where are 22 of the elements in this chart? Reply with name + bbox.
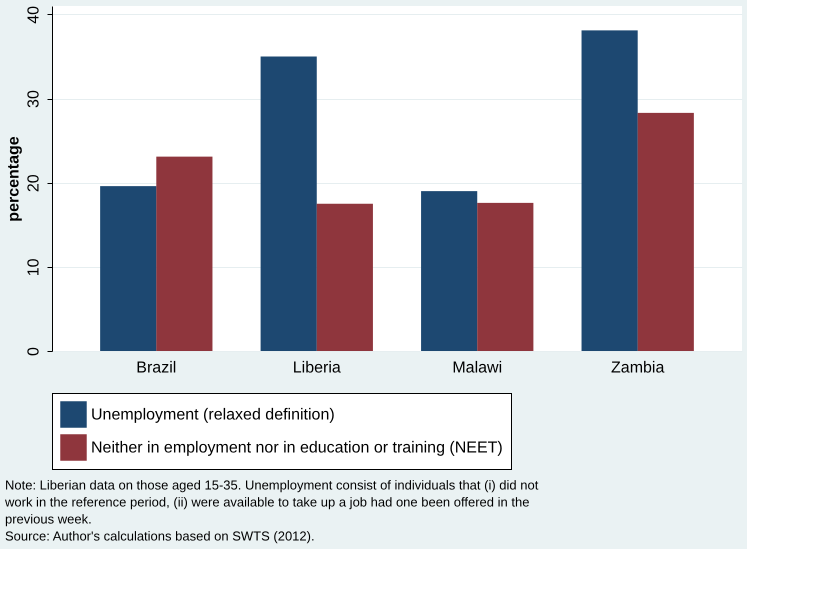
bar (100, 186, 156, 351)
legend-label: Neither in employment nor in education or training (NEET) (91, 440, 503, 456)
x-tick-label: Brazil (136, 360, 176, 376)
x-tick-label: Malawi (452, 360, 502, 376)
bar (156, 156, 212, 351)
x-tick-label: Zambia (611, 360, 664, 376)
source-note: Source: Author's calculations based on SWTS (2012). (5, 528, 315, 544)
bar (582, 30, 638, 351)
bar (260, 56, 317, 351)
y-tick-label: 20 (26, 174, 42, 192)
bar (316, 204, 373, 351)
bar (477, 202, 534, 351)
y-tick-label: 40 (26, 6, 42, 24)
x-tick-label: Liberia (292, 360, 341, 376)
bar (638, 112, 694, 351)
y-axis-title: percentage (6, 136, 22, 222)
y-tick-label: 0 (26, 346, 42, 356)
legend-label: Unemployment (relaxed definition) (91, 406, 335, 424)
y-tick-label: 10 (26, 258, 42, 276)
bar (421, 191, 478, 351)
text: Note: Liberian data on those aged 15-35. Unemployment consist of individuals that (i) did not work in the reference period, (ii) were available to take up a job had one been offered in the previous week. (4, 478, 539, 526)
y-tick-label: 30 (26, 90, 42, 108)
